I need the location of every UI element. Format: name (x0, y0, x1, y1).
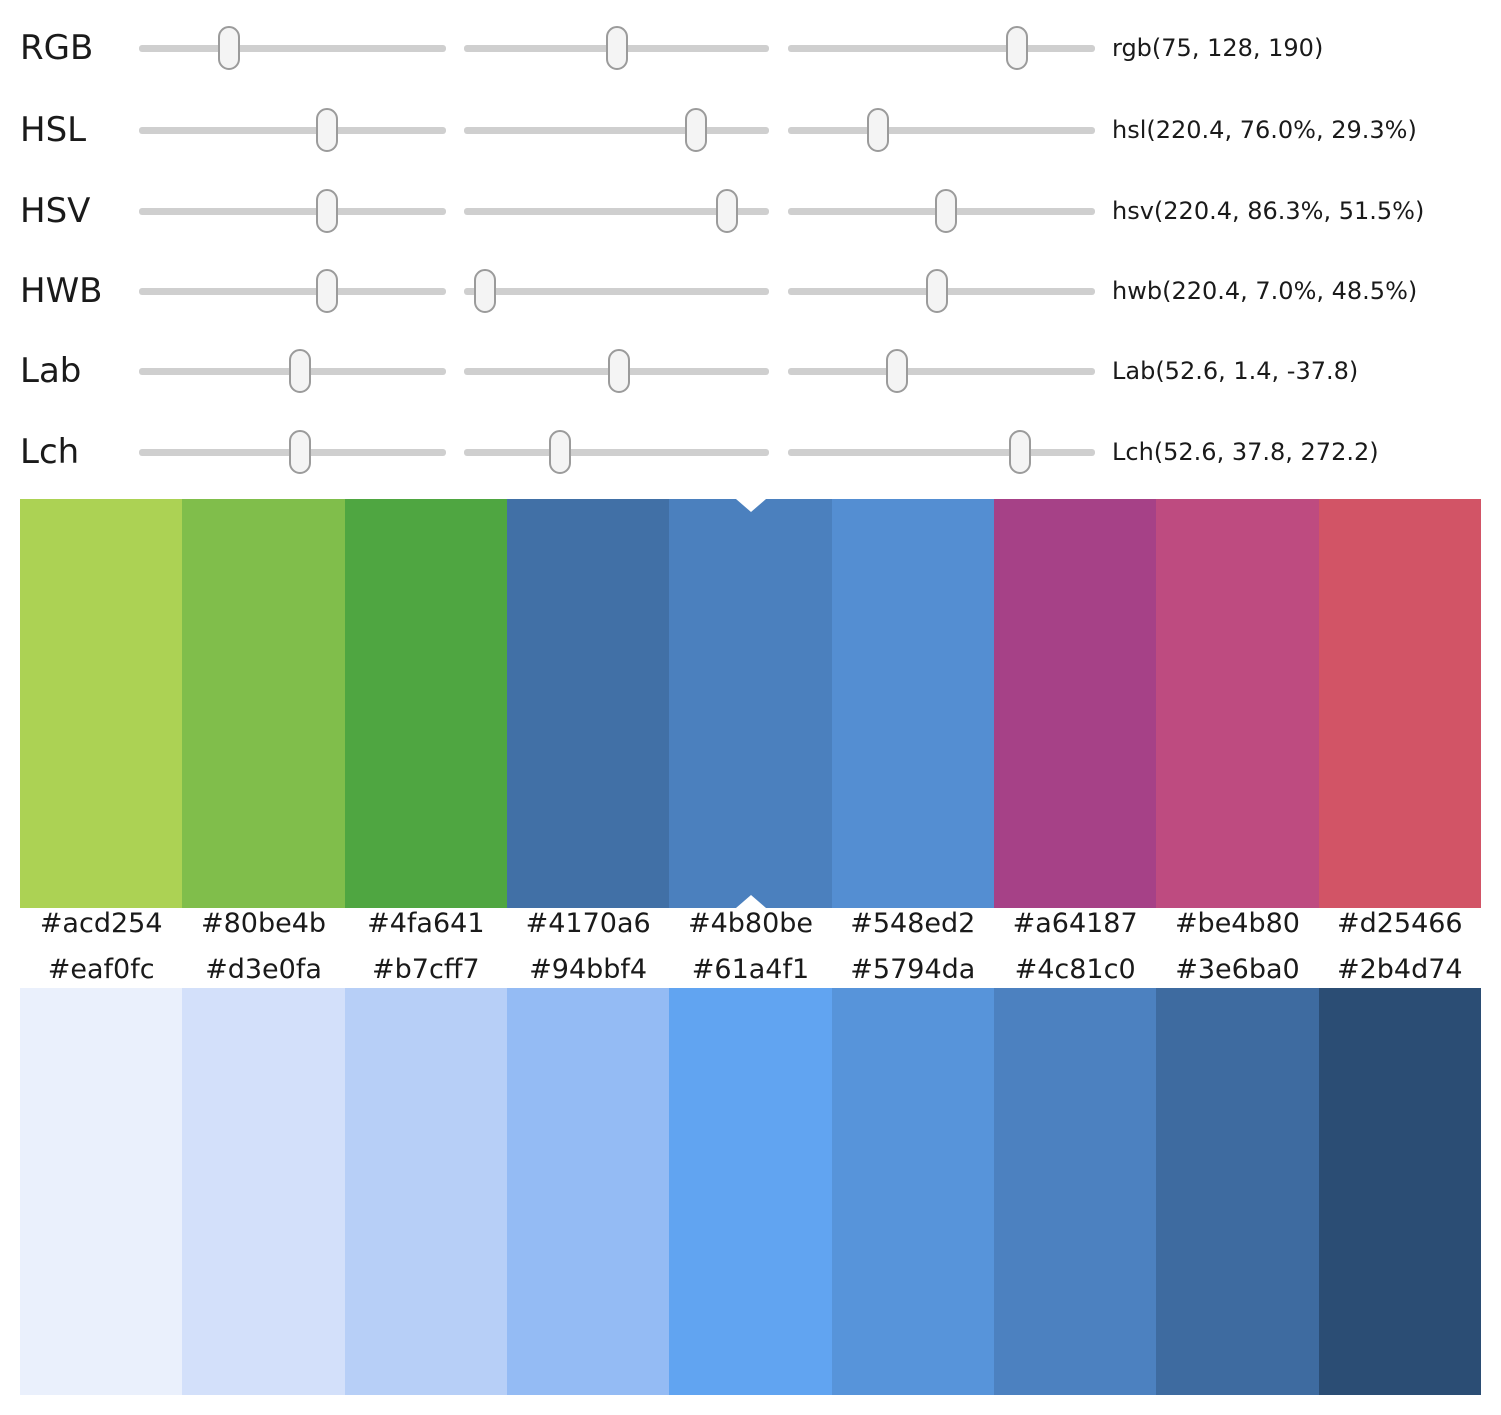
color-value-text: hwb(220.4, 7.0%, 48.5%) (1112, 277, 1418, 305)
hex-code-label: #acd254 (39, 908, 163, 939)
slider-track-1[interactable] (139, 189, 446, 233)
palette-bottom (20, 988, 1481, 1395)
colorspace-label: HSL (20, 110, 87, 150)
palette-swatch[interactable] (993, 988, 1157, 1395)
hex-code-label: #d3e0fa (205, 954, 322, 985)
hex-code-label: #61a4f1 (691, 954, 810, 985)
slider-handle-3[interactable] (1009, 430, 1032, 474)
slider-track-2[interactable] (464, 269, 769, 313)
slider-track-1[interactable] (139, 349, 446, 393)
palette-swatch[interactable] (669, 988, 832, 1395)
color-value-text: hsv(220.4, 86.3%, 51.5%) (1112, 197, 1425, 225)
colorspace-label: RGB (20, 28, 94, 68)
palette-swatch[interactable] (669, 499, 832, 908)
slider-track-3[interactable] (788, 108, 1095, 152)
hex-code-label: #b7cff7 (372, 954, 480, 985)
hex-code-label: #5794da (850, 954, 976, 985)
hex-labels-bottom: #eaf0fc #d3e0fa #b7cff7 #94bbf4 #61a4f1 #5794… (20, 952, 1481, 988)
slider-handle-3[interactable] (1005, 26, 1028, 70)
slider-handle-2[interactable] (474, 269, 497, 313)
palette-swatch[interactable] (182, 988, 345, 1395)
slider-track-3[interactable] (788, 349, 1095, 393)
hex-code-label: #4b80be (687, 908, 813, 939)
slider-handle-1[interactable] (315, 108, 338, 152)
palette-swatch[interactable] (993, 499, 1157, 908)
color-value-text: Lch(52.6, 37.8, 272.2) (1112, 438, 1379, 466)
slider-track-3[interactable] (788, 26, 1095, 70)
palette-swatch[interactable] (20, 499, 183, 908)
colorspace-label: Lab (20, 351, 82, 391)
palette-swatch[interactable] (182, 499, 345, 908)
slider-handle-1[interactable] (315, 189, 338, 233)
slider-track-1[interactable] (139, 108, 446, 152)
hex-code-label: #be4b80 (1174, 908, 1300, 939)
slider-handle-1[interactable] (315, 269, 338, 313)
palette-swatch[interactable] (506, 499, 670, 908)
slider-track-3[interactable] (788, 430, 1095, 474)
hex-code-label: #4170a6 (525, 908, 651, 939)
slider-handle-1[interactable] (289, 430, 312, 474)
hex-code-label: #a64187 (1012, 908, 1138, 939)
colorspace-label: HSV (20, 191, 91, 231)
slider-track-2[interactable] (464, 430, 769, 474)
slider-track-3[interactable] (788, 189, 1095, 233)
slider-handle-2[interactable] (549, 430, 572, 474)
slider-track-2[interactable] (464, 108, 769, 152)
slider-handle-1[interactable] (289, 349, 312, 393)
palette-swatch[interactable] (344, 499, 507, 908)
palette-swatch[interactable] (831, 499, 994, 908)
colorspace-label: Lch (20, 432, 80, 472)
slider-track-1[interactable] (139, 269, 446, 313)
hex-code-label: #94bbf4 (529, 954, 648, 985)
palette-swatch[interactable] (20, 988, 183, 1395)
hex-labels-top: #acd254 #80be4b #4fa641 #4170a6 #4b80be #548e… (20, 906, 1481, 942)
slider-handle-2[interactable] (716, 189, 739, 233)
slider-track-1[interactable] (139, 430, 446, 474)
hex-code-label: #d25466 (1336, 908, 1463, 939)
palette-swatch[interactable] (1318, 988, 1481, 1395)
slider-handle-2[interactable] (607, 349, 630, 393)
slider-track-3[interactable] (788, 269, 1095, 313)
slider-handle-3[interactable] (866, 108, 889, 152)
palette-top (20, 499, 1481, 908)
palette-swatch[interactable] (1156, 988, 1319, 1395)
slider-track-2[interactable] (464, 349, 769, 393)
color-value-text: hsl(220.4, 76.0%, 29.3%) (1112, 116, 1417, 144)
slider-track-2[interactable] (464, 189, 769, 233)
hex-code-label: #80be4b (200, 908, 327, 939)
hex-code-label: #3e6ba0 (1175, 954, 1300, 985)
palette-swatch[interactable] (344, 988, 507, 1395)
hex-code-label: #eaf0fc (47, 954, 155, 985)
hex-code-label: #4fa641 (367, 908, 485, 939)
palette-swatch[interactable] (1156, 499, 1319, 908)
color-value-text: Lab(52.6, 1.4, -37.8) (1112, 357, 1359, 385)
hex-code-label: #4c81c0 (1014, 954, 1136, 985)
palette-swatch[interactable] (831, 988, 994, 1395)
colorspace-label: HWB (20, 271, 103, 311)
slider-track-1[interactable] (139, 26, 446, 70)
slider-handle-1[interactable] (218, 26, 241, 70)
color-value-text: rgb(75, 128, 190) (1112, 34, 1324, 62)
slider-handle-3[interactable] (885, 349, 908, 393)
slider-handle-2[interactable] (684, 108, 707, 152)
hex-code-label: #548ed2 (850, 908, 976, 939)
hex-code-label: #2b4d74 (1336, 954, 1463, 985)
palette-swatch[interactable] (506, 988, 670, 1395)
slider-handle-3[interactable] (925, 269, 948, 313)
slider-handle-2[interactable] (606, 26, 629, 70)
slider-handle-3[interactable] (935, 189, 958, 233)
palette-swatch[interactable] (1318, 499, 1481, 908)
slider-track-2[interactable] (464, 26, 769, 70)
